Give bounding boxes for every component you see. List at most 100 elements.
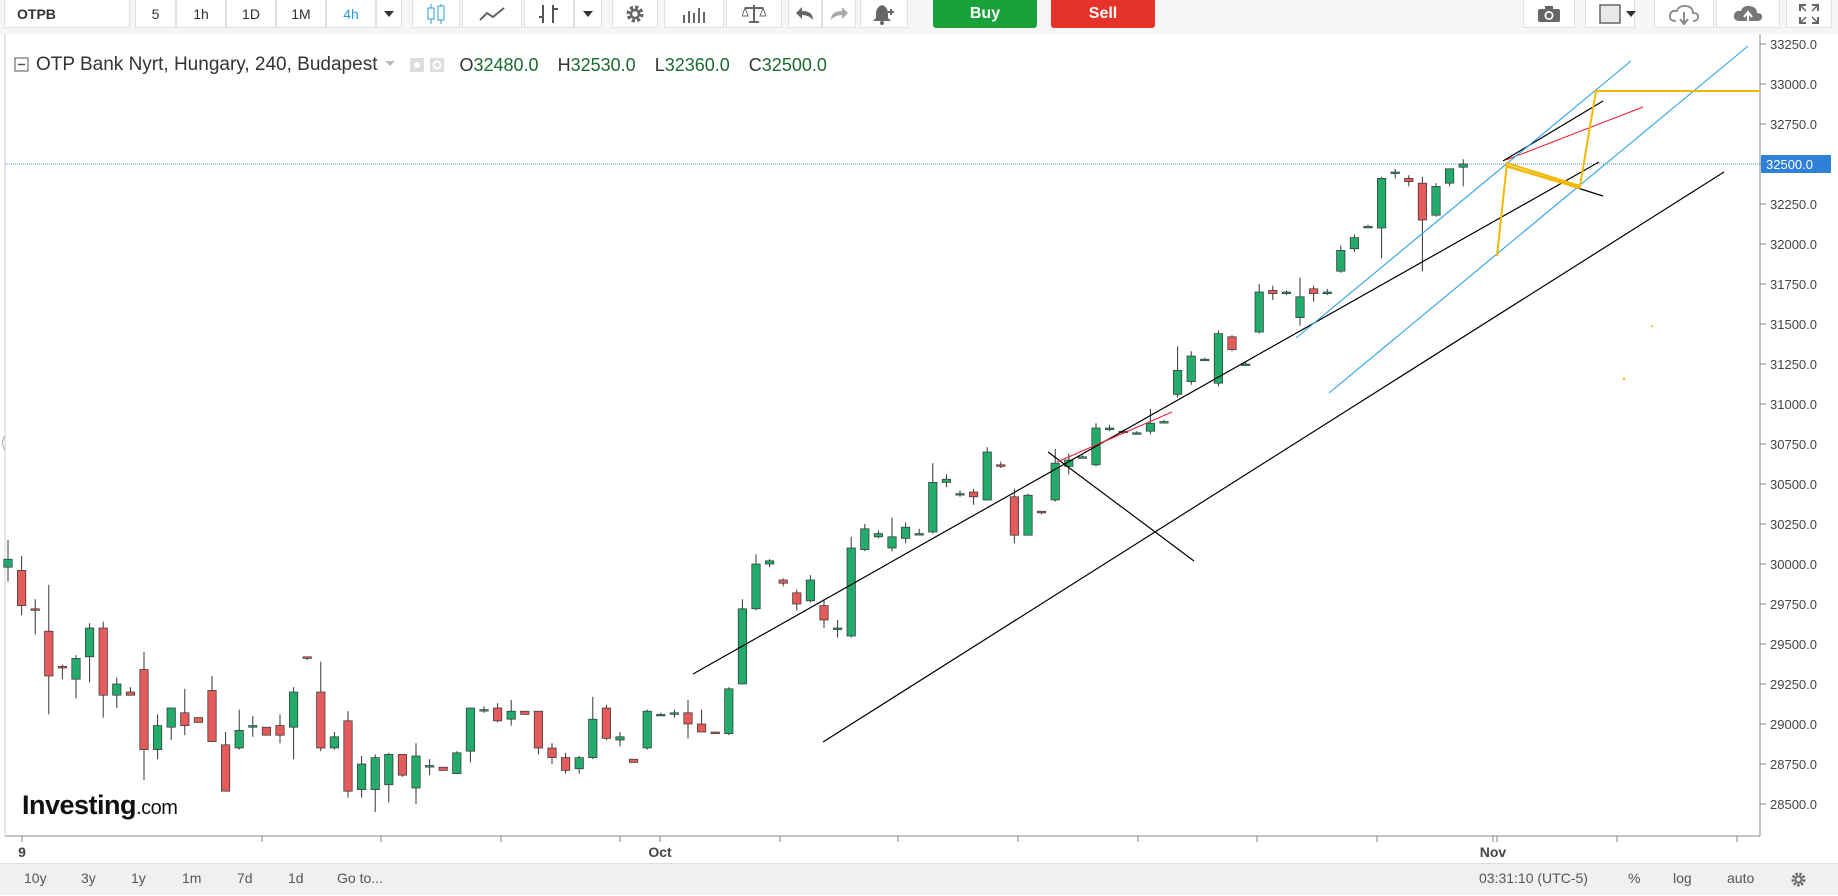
candle-body [669,712,679,715]
candle [547,743,557,764]
range-1y[interactable]: 1y [131,870,146,886]
percent-toggle[interactable]: % [1628,870,1641,886]
flag-top-line [1505,164,1581,190]
close-label: C [748,54,762,75]
candle-body [724,688,734,734]
redo-icon[interactable] [822,0,856,28]
goto-button[interactable]: Go to... [337,870,383,886]
interval-1m[interactable]: 1M [276,0,326,28]
candle [1377,176,1387,259]
log-toggle[interactable]: log [1673,870,1692,886]
open-value: 32480.0 [473,54,539,75]
line-chart-icon[interactable] [462,0,522,28]
compare-icon[interactable] [726,0,782,28]
undo-icon[interactable] [788,0,822,28]
candle [1200,357,1210,362]
candle-body [819,605,829,621]
interval-4h[interactable]: 4h [326,0,376,28]
color-box-icon[interactable] [1585,0,1635,28]
candle [520,710,530,715]
candle-body [873,533,883,538]
clock-label: 03:31:10 (UTC-5) [1479,870,1588,886]
eye-icon[interactable] [409,57,425,73]
candle-body [370,757,380,790]
candle-body [85,627,95,658]
cloud-download-icon[interactable] [1654,0,1714,28]
candle [724,687,734,736]
candle-body [153,725,163,750]
title-dropdown-icon[interactable] [385,61,399,69]
candle [533,710,543,755]
fullscreen-icon[interactable] [1786,0,1832,28]
candle [1105,424,1115,432]
interval-5[interactable]: 5 [135,0,176,28]
candle [982,447,992,501]
candle-body [275,725,285,736]
candle [588,696,598,760]
candle [805,575,815,603]
candle-body [1417,182,1427,221]
range-1d[interactable]: 1d [288,870,304,886]
candles-icon[interactable] [412,0,460,28]
candle-body [302,656,312,659]
candle [17,556,27,616]
ohlc-values: O32480.0 H32530.0 L32360.0 C32500.0 [459,55,840,76]
candle-body [1186,355,1196,382]
chart-type-dropdown-icon[interactable] [574,0,602,28]
logo-main: Investing [22,790,137,820]
candle-body [1037,510,1047,514]
bars-icon[interactable] [664,0,724,28]
y-tick-label: 29750.0 [1770,597,1817,612]
y-tick-label: 32250.0 [1770,197,1817,212]
candle [1336,245,1346,273]
sell-button[interactable]: Sell [1051,0,1155,28]
auto-toggle[interactable]: auto [1727,870,1755,886]
alert-bell-icon[interactable] [860,0,908,28]
candle-body [982,451,992,501]
range-10y[interactable]: 10y [24,870,47,886]
candle [1295,277,1305,326]
candle [1132,431,1142,435]
candle-body [234,730,244,749]
low-label: L [654,54,665,75]
cloud-upload-icon[interactable] [1716,0,1780,28]
buy-button[interactable]: Buy [933,0,1037,28]
candle-body [901,526,911,539]
candle [778,578,788,587]
candle [1431,183,1441,217]
settings-icon[interactable] [1790,871,1807,888]
interval-1h[interactable]: 1h [176,0,226,28]
candle-body [1159,421,1169,424]
trend-drawings [692,45,1760,743]
range-3y[interactable]: 3y [81,870,96,886]
candle [1281,290,1291,296]
candle-body [887,536,897,549]
collapse-legend-icon[interactable] [14,57,30,73]
candle-body [1145,422,1155,432]
settings-small-icon[interactable] [429,57,445,73]
candle [329,732,339,750]
candle-body [574,757,584,770]
candle [207,676,217,742]
candle-body [57,666,67,669]
color-dropdown-icon[interactable] [1617,0,1645,28]
range-1m[interactable]: 1m [182,870,202,886]
candle-body [465,707,475,752]
candle-body [520,710,530,715]
y-tick-label: 31000.0 [1770,397,1817,412]
candle-body [425,765,435,768]
range-7d[interactable]: 7d [237,870,253,886]
target-dot [1651,325,1653,327]
candle-body [1241,363,1251,366]
candle [1077,455,1087,459]
interval-dropdown-icon[interactable] [376,0,402,28]
settings-icon[interactable] [612,0,658,28]
camera-icon[interactable] [1523,0,1575,28]
symbol-input[interactable]: OTPB [4,0,130,28]
candle [669,709,679,718]
interval-1d[interactable]: 1D [226,0,276,28]
price-chart[interactable]: 28500.0 28750.0 29000.0 29250.0 29500.0 29750… [0,34,1838,896]
candle [166,707,176,740]
y-tick-label: 31750.0 [1770,277,1817,292]
indicators-icon[interactable] [524,0,574,28]
